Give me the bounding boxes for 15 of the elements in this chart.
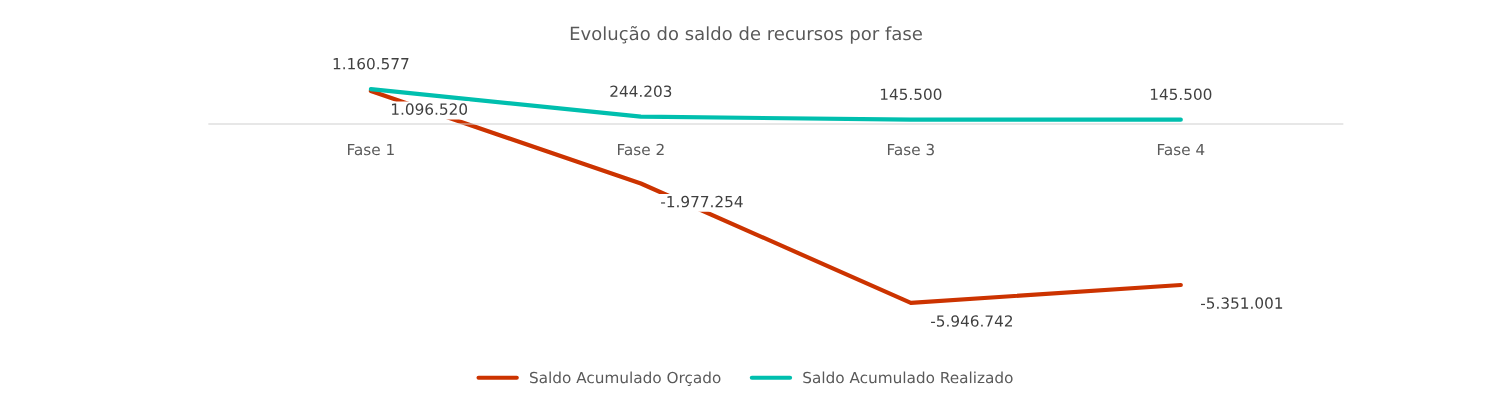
legend-label: Saldo Acumulado Orçado — [529, 371, 721, 387]
chart-title: Evolução do saldo de recursos por fase — [570, 26, 922, 44]
x-tick-label: Fase 1 — [348, 143, 394, 156]
data-label: 1.160.577 — [333, 57, 409, 70]
data-label: 244.203 — [610, 85, 672, 98]
legend-label: Saldo Acumulado Realizado — [803, 371, 1013, 384]
data-label: 145.500 — [880, 88, 942, 101]
data-label: -1.977.254 — [661, 195, 743, 208]
data-label: -5.351.001 — [1201, 297, 1283, 309]
x-tick-label: Fase 3 — [887, 143, 934, 156]
x-tick-label: Fase 2 — [618, 143, 664, 156]
x-tick-label: Fase 4 — [1157, 143, 1205, 156]
data-label: 145.500 — [1150, 88, 1212, 101]
data-label: -5.946.742 — [931, 315, 1013, 327]
data-label: 1.096.520 — [391, 103, 468, 115]
